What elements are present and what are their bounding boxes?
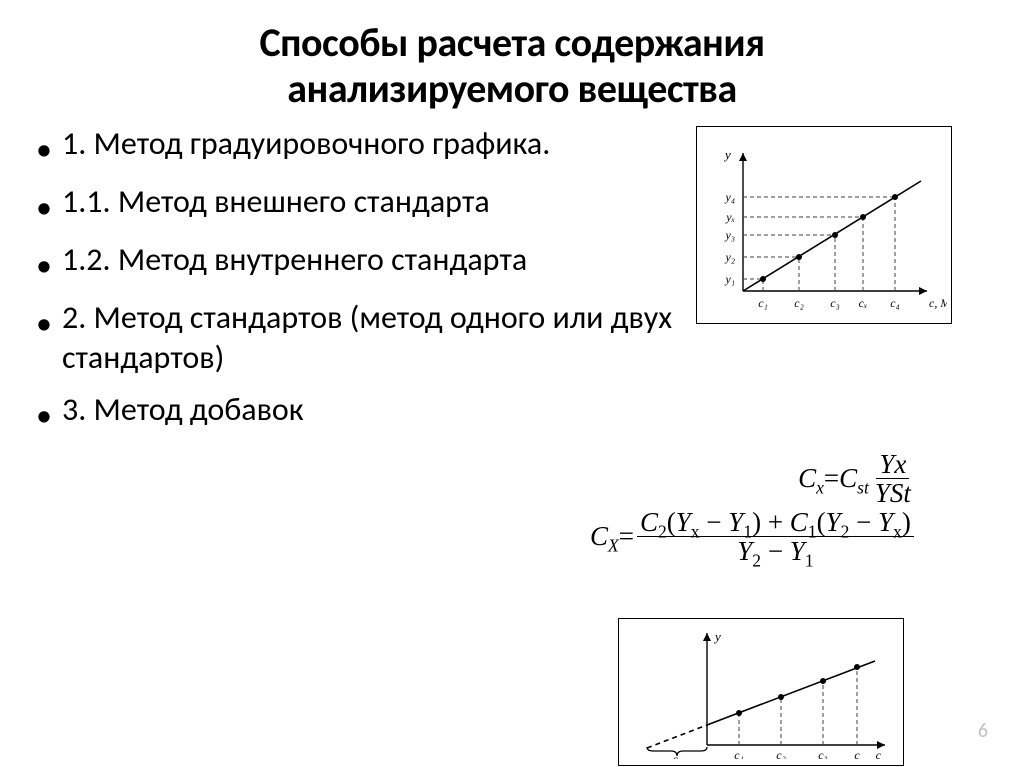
list-item: • 1.1. Метод внешнего стандарта bbox=[36, 182, 676, 228]
svg-text:cₓ: cₓ bbox=[859, 296, 868, 310]
list-item: • 1.2. Метод внутреннего стандарта bbox=[36, 240, 676, 286]
bullet-text: 3. Метод добавок bbox=[62, 390, 304, 436]
sub-st: st bbox=[857, 477, 869, 497]
content-row: • 1. Метод градуировочного графика. • 1.… bbox=[36, 120, 988, 448]
fraction-2: C2(Yx − Y1) + C1(Y2 − Yx) Y2 − Y1 bbox=[637, 508, 914, 566]
title-line-2: анализируемого вещества bbox=[287, 64, 736, 113]
list-item: • 3. Метод добавок bbox=[36, 390, 676, 436]
svg-text:y₁: y₁ bbox=[725, 272, 736, 286]
sym-c: C bbox=[798, 463, 816, 493]
bullet-text: 1.2. Метод внутреннего стандарта bbox=[62, 240, 527, 286]
bullet-text: 2. Метод стандартов (метод одного или дв… bbox=[62, 298, 676, 378]
sub-x: x bbox=[816, 477, 824, 497]
slide-title: Способы расчета содержания анализируемог… bbox=[36, 20, 988, 112]
bullet-text: 1. Метод градуировочного графика. bbox=[62, 124, 550, 170]
svg-text:y₂: y₂ bbox=[725, 250, 736, 264]
bullet-dot-icon: • bbox=[36, 298, 62, 378]
svg-text:c₃: c₃ bbox=[818, 748, 828, 759]
svg-text:c₃: c₃ bbox=[830, 296, 840, 310]
frac-den: YSt bbox=[872, 479, 914, 507]
bullet-list: • 1. Метод градуировочного графика. • 1.… bbox=[36, 120, 676, 448]
list-item: • 2. Метод стандартов (метод одного или … bbox=[36, 298, 676, 378]
svg-text:c₁: c₁ bbox=[734, 748, 744, 759]
svg-text:y₄: y₄ bbox=[725, 190, 736, 204]
sym-cst: C bbox=[839, 463, 857, 493]
list-item: • 1. Метод градуировочного графика. bbox=[36, 124, 676, 170]
svg-text:c₄: c₄ bbox=[890, 296, 900, 310]
formula-one-standard: Cx = Cst Yx YSt bbox=[590, 450, 917, 508]
svg-text:c: c bbox=[854, 748, 860, 759]
svg-text:c, M: c, M bbox=[929, 296, 947, 310]
bullet-dot-icon: • bbox=[36, 390, 62, 436]
formula-block: Cx = Cst Yx YSt CX = bbox=[590, 450, 917, 565]
fraction: Yx YSt bbox=[872, 450, 914, 508]
svg-text:yₓ: yₓ bbox=[725, 210, 735, 224]
svg-text:c₂: c₂ bbox=[776, 748, 786, 759]
additions-method-figure: y c₁ c₂ c₃ c c cₓ bbox=[618, 618, 904, 766]
frac2-num: C2(Yx − Y1) + C1(Y2 − Yx) bbox=[637, 508, 914, 537]
additions-graph-svg: y c₁ c₂ c₃ c c cₓ bbox=[625, 625, 897, 759]
calibration-graph-svg: c₁ y₁ c₂ y₂ c₃ y₃ cₓ yₓ c₄ y₄ c, M y bbox=[701, 131, 947, 319]
bullet-dot-icon: • bbox=[36, 182, 62, 228]
formula-two-standards: CX = C2(Yx − Y1) + C1(Y2 − Yx) Y2 − Y1 bbox=[590, 508, 917, 566]
equals-sign: = bbox=[824, 456, 839, 502]
svg-text:cₓ: cₓ bbox=[673, 752, 682, 759]
slide: Способы расчета содержания анализируемог… bbox=[0, 0, 1024, 767]
calibration-graph-figure: c₁ y₁ c₂ y₂ c₃ y₃ cₓ yₓ c₄ y₄ c, M y bbox=[696, 126, 952, 324]
svg-text:c₂: c₂ bbox=[794, 296, 804, 310]
frac2-den: Y2 − Y1 bbox=[734, 537, 816, 565]
title-line-1: Способы расчета содержания bbox=[259, 18, 764, 67]
bullet-text: 1.1. Метод внешнего стандарта bbox=[62, 182, 490, 228]
svg-text:y₃: y₃ bbox=[725, 228, 736, 242]
svg-text:y: y bbox=[713, 629, 721, 644]
sym-c2: C bbox=[590, 521, 608, 551]
svg-text:c: c bbox=[876, 748, 882, 759]
bullet-dot-icon: • bbox=[36, 124, 62, 170]
svg-text:y: y bbox=[723, 147, 731, 162]
equals-sign-2: = bbox=[619, 514, 634, 560]
frac-num: Yx bbox=[876, 450, 909, 479]
svg-text:c₁: c₁ bbox=[758, 296, 768, 310]
bullet-dot-icon: • bbox=[36, 240, 62, 286]
sub-upper-x: X bbox=[608, 535, 619, 555]
page-number: 6 bbox=[978, 719, 988, 743]
